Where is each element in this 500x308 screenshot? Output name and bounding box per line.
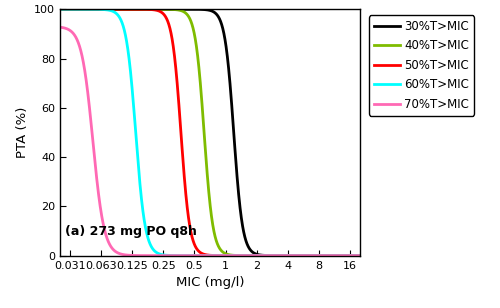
50%T>MIC: [192, 243, 198, 246]
60%T>MIC: [192, 254, 198, 257]
Y-axis label: PTA (%): PTA (%): [16, 107, 28, 158]
70%T>MIC: [63, 26, 69, 30]
60%T>MIC: [47, 7, 53, 11]
Line: 60%T>MIC: 60%T>MIC: [50, 9, 364, 256]
40%T>MIC: [294, 254, 300, 257]
Line: 70%T>MIC: 70%T>MIC: [50, 26, 364, 256]
70%T>MIC: [192, 254, 198, 257]
40%T>MIC: [352, 254, 358, 257]
30%T>MIC: [352, 254, 358, 257]
30%T>MIC: [192, 7, 198, 11]
Line: 50%T>MIC: 50%T>MIC: [50, 9, 364, 256]
60%T>MIC: [63, 7, 69, 11]
60%T>MIC: [352, 254, 358, 257]
40%T>MIC: [362, 254, 368, 257]
30%T>MIC: [294, 254, 300, 257]
40%T>MIC: [47, 7, 53, 11]
30%T>MIC: [352, 254, 358, 257]
50%T>MIC: [362, 254, 368, 257]
50%T>MIC: [63, 7, 69, 11]
Line: 30%T>MIC: 30%T>MIC: [50, 9, 364, 256]
70%T>MIC: [294, 254, 300, 257]
Legend: 30%T>MIC, 40%T>MIC, 50%T>MIC, 60%T>MIC, 70%T>MIC: 30%T>MIC, 40%T>MIC, 50%T>MIC, 60%T>MIC, …: [369, 15, 474, 116]
40%T>MIC: [200, 113, 206, 116]
30%T>MIC: [47, 7, 53, 11]
Text: (a) 273 mg PO q8h: (a) 273 mg PO q8h: [65, 225, 197, 238]
50%T>MIC: [294, 254, 300, 257]
60%T>MIC: [294, 254, 300, 257]
70%T>MIC: [200, 254, 206, 257]
70%T>MIC: [352, 254, 358, 257]
60%T>MIC: [352, 254, 358, 257]
70%T>MIC: [47, 25, 53, 28]
40%T>MIC: [63, 7, 69, 11]
30%T>MIC: [200, 8, 206, 11]
30%T>MIC: [63, 7, 69, 11]
Line: 40%T>MIC: 40%T>MIC: [50, 9, 364, 256]
50%T>MIC: [352, 254, 358, 257]
30%T>MIC: [362, 254, 368, 257]
70%T>MIC: [362, 254, 368, 257]
50%T>MIC: [47, 7, 53, 11]
50%T>MIC: [200, 252, 206, 256]
40%T>MIC: [352, 254, 358, 257]
X-axis label: MIC (mg/l): MIC (mg/l): [176, 276, 244, 289]
60%T>MIC: [362, 254, 368, 257]
60%T>MIC: [200, 254, 206, 257]
50%T>MIC: [352, 254, 358, 257]
40%T>MIC: [192, 33, 198, 36]
70%T>MIC: [352, 254, 358, 257]
